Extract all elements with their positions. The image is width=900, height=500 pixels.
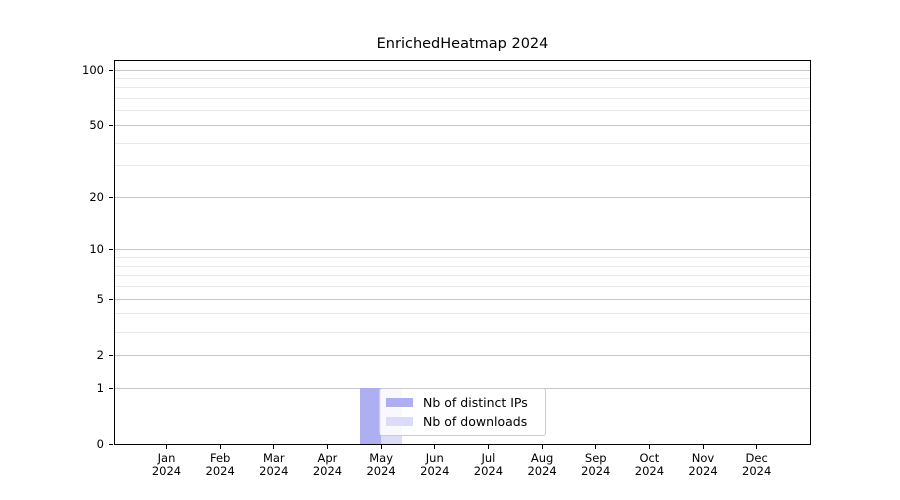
legend-item-distinct-ips: Nb of distinct IPs <box>386 395 537 410</box>
y-tick-label: 20 <box>89 189 104 204</box>
x-tick-label: Sep 2024 <box>581 450 611 478</box>
axes-frame <box>113 59 811 445</box>
x-tick-label: Aug 2024 <box>527 450 557 478</box>
y-tick-label: 1 <box>96 380 104 395</box>
y-gridline-minor <box>113 275 811 277</box>
y-gridline-major <box>113 196 811 198</box>
y-tick-label: 2 <box>96 347 104 362</box>
y-axis-tick <box>109 124 113 126</box>
y-gridline-minor <box>113 110 811 112</box>
y-axis-tick <box>109 387 113 389</box>
x-axis-tick <box>541 444 543 449</box>
x-tick-label: Apr 2024 <box>312 450 343 478</box>
legend-swatch-distinct-ips <box>386 398 413 407</box>
y-gridline-minor <box>113 165 811 167</box>
x-axis-tick <box>326 444 328 449</box>
y-gridline-minor <box>113 77 811 79</box>
x-tick-label: Jun 2024 <box>420 450 450 478</box>
bar-distinct-ips <box>360 388 382 445</box>
y-gridline-minor <box>113 265 811 267</box>
y-gridline-major <box>113 124 811 126</box>
x-tick-label: Nov 2024 <box>688 450 718 478</box>
y-tick-label: 10 <box>89 242 104 257</box>
y-gridline-minor <box>113 87 811 89</box>
y-tick-label: 50 <box>89 117 104 132</box>
x-axis-tick <box>434 444 436 449</box>
y-axis-tick <box>109 444 113 445</box>
y-axis-tick <box>109 298 113 300</box>
x-axis-tick <box>166 444 167 449</box>
y-tick-label: 0 <box>96 437 104 451</box>
y-axis-tick <box>109 69 113 71</box>
x-axis-tick <box>380 444 382 449</box>
y-tick-label: 5 <box>96 291 104 306</box>
legend-item-downloads: Nb of downloads <box>386 414 537 429</box>
y-axis-tick <box>109 249 113 251</box>
y-gridline-major <box>113 249 811 251</box>
legend-label-downloads: Nb of downloads <box>423 414 528 429</box>
y-gridline-minor <box>113 313 811 315</box>
x-axis-tick <box>273 444 275 449</box>
x-axis-tick <box>648 444 650 449</box>
y-axis-tick <box>109 196 113 198</box>
chart-title: EnrichedHeatmap 2024 <box>376 36 549 52</box>
x-tick-label: Feb 2024 <box>205 450 235 478</box>
x-tick-label: Dec 2024 <box>742 450 772 478</box>
x-tick-label: Jan 2024 <box>151 450 182 478</box>
legend-swatch-downloads <box>386 417 413 426</box>
y-gridline-minor <box>113 257 811 259</box>
y-axis-tick <box>109 354 113 356</box>
y-gridline-minor <box>113 331 811 333</box>
x-axis-tick <box>487 444 489 449</box>
x-tick-label: May 2024 <box>366 450 396 478</box>
legend: Nb of distinct IPs Nb of downloads <box>379 388 546 436</box>
y-gridline-minor <box>113 286 811 288</box>
x-tick-label: Mar 2024 <box>259 450 289 478</box>
x-axis-tick <box>219 444 221 449</box>
x-axis-tick <box>702 444 704 449</box>
y-gridline-major <box>113 354 811 356</box>
y-tick-label: 100 <box>82 62 104 77</box>
x-axis-tick <box>595 444 597 449</box>
y-gridline-minor <box>113 98 811 100</box>
y-gridline-major <box>113 298 811 300</box>
x-axis-tick <box>756 444 758 449</box>
x-tick-label: Jul 2024 <box>473 450 504 478</box>
legend-label-distinct-ips: Nb of distinct IPs <box>423 395 528 410</box>
y-gridline-major <box>113 69 811 71</box>
y-gridline-minor <box>113 142 811 144</box>
x-tick-label: Oct 2024 <box>634 450 665 478</box>
